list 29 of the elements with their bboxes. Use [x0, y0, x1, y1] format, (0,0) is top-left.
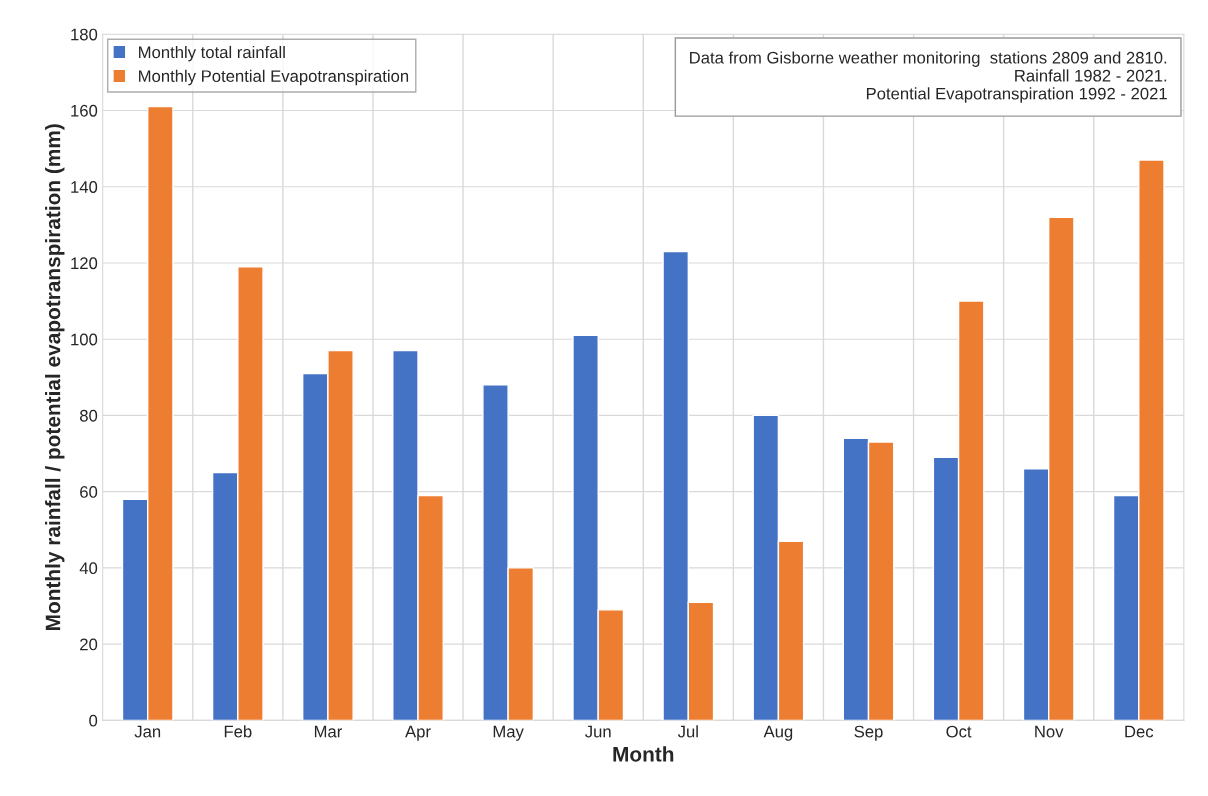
x-tick-label: Nov [1035, 725, 1064, 738]
x-tick-label: Jan [134, 725, 161, 738]
y-axis-title: Monthly rainfall / potential evapotranspiration (mm) [45, 124, 65, 630]
annotation: Potential Evapotranspiration 1992 - 2021 [866, 87, 1167, 103]
y-tick-label: 80 [80, 409, 98, 422]
x-axis-title: Month [613, 746, 674, 762]
y-tick-label: 0 [89, 714, 98, 727]
x-tick-label: May [493, 725, 524, 741]
y-tick-label: 120 [71, 257, 98, 270]
y-tick-label: 100 [71, 333, 98, 346]
legend-label: Monthly Potential Evapotranspiration [139, 69, 409, 86]
x-tick-label: Jun [585, 725, 611, 738]
annotation: Data from Gisborne weather monitoring stations 2809 and 2810. [690, 51, 1167, 67]
x-tick-label: Oct [946, 725, 972, 738]
x-tick-label: Feb [224, 725, 252, 738]
x-tick-label: Dec [1125, 725, 1154, 738]
x-tick-label: Mar [314, 725, 342, 738]
y-tick-label: 20 [80, 638, 98, 651]
y-tick-label: 180 [71, 28, 98, 41]
x-tick-label: Aug [763, 725, 793, 741]
y-tick-label: 60 [80, 486, 98, 498]
x-tick-label: Apr [405, 725, 431, 741]
y-tick-label: 140 [71, 181, 98, 193]
y-tick-label: 160 [71, 104, 98, 117]
x-tick-label: Sep [854, 725, 883, 741]
annotation: Rainfall 1982 - 2021. [1015, 69, 1167, 82]
x-tick-label: Jul [677, 725, 698, 738]
y-tick-label: 40 [79, 562, 98, 575]
legend-label: Monthly total rainfall [139, 45, 285, 62]
